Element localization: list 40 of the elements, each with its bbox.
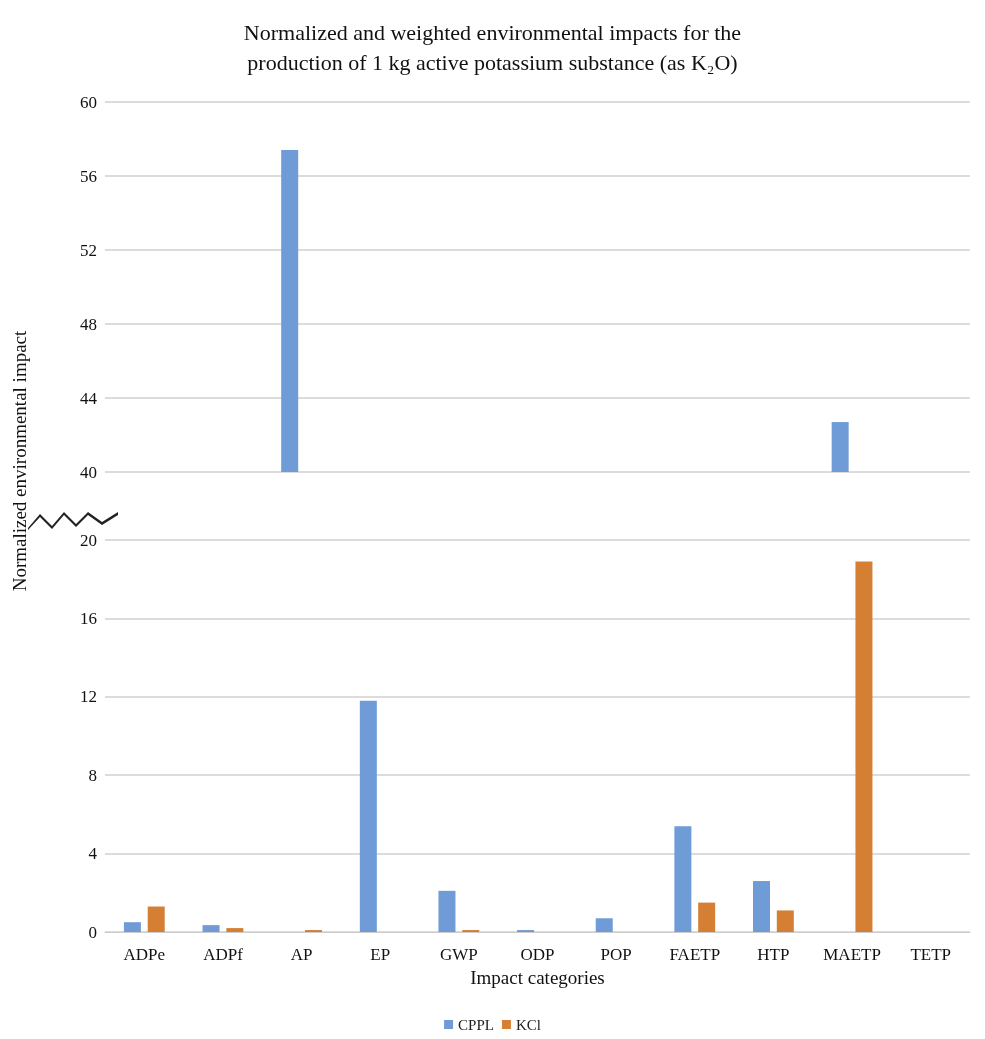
- bar: [698, 902, 716, 932]
- y-tick-label: 0: [88, 922, 97, 942]
- x-tick-label: EP: [370, 945, 391, 964]
- y-tick-label: 44: [80, 388, 98, 408]
- y-tick-label: 48: [80, 314, 97, 334]
- chart-title: Normalized and weighted environmental impacts for the production of 1 kg active potassium substance (as K₂O): [243, 19, 742, 75]
- bar: [438, 890, 456, 932]
- x-axis-title: Impact categories: [470, 967, 605, 988]
- y-tick-label: 8: [88, 765, 97, 785]
- y-tick-label: 4: [88, 844, 98, 864]
- bar: [674, 826, 692, 932]
- bar: [595, 918, 613, 932]
- y-axis-title: Normalized environmental impact: [9, 329, 31, 594]
- y-tick-label: 52: [80, 240, 97, 260]
- legend-label: CPPL: [458, 1016, 494, 1033]
- y-tick-label: 16: [80, 608, 97, 628]
- y-tick-label: 60: [80, 92, 97, 112]
- x-tick-label: FAETP: [669, 945, 721, 964]
- x-tick-label: AP: [290, 945, 313, 964]
- bar: [359, 700, 377, 932]
- bar: [202, 925, 220, 932]
- x-tick-label: ODP: [520, 945, 555, 964]
- bar: [753, 881, 771, 932]
- x-tick-label: GWP: [439, 945, 478, 964]
- bar: [123, 922, 141, 932]
- legend-label: KCl: [515, 1016, 541, 1033]
- bar: [147, 906, 165, 932]
- x-tick-label: HTP: [757, 945, 790, 964]
- x-tick-label: ADPf: [203, 945, 244, 964]
- x-tick-label: ADPe: [123, 945, 166, 964]
- x-tick-label: POP: [600, 945, 632, 964]
- y-tick-label: 56: [80, 166, 97, 186]
- y-tick-label: 12: [80, 687, 97, 707]
- y-tick-label: 40: [80, 462, 97, 482]
- y-tick-label: 20: [80, 530, 97, 550]
- bar: [226, 928, 244, 932]
- x-tick-label: TETP: [910, 945, 951, 964]
- bar: [855, 561, 873, 932]
- bar: [776, 910, 794, 932]
- x-tick-label: MAETP: [823, 945, 881, 964]
